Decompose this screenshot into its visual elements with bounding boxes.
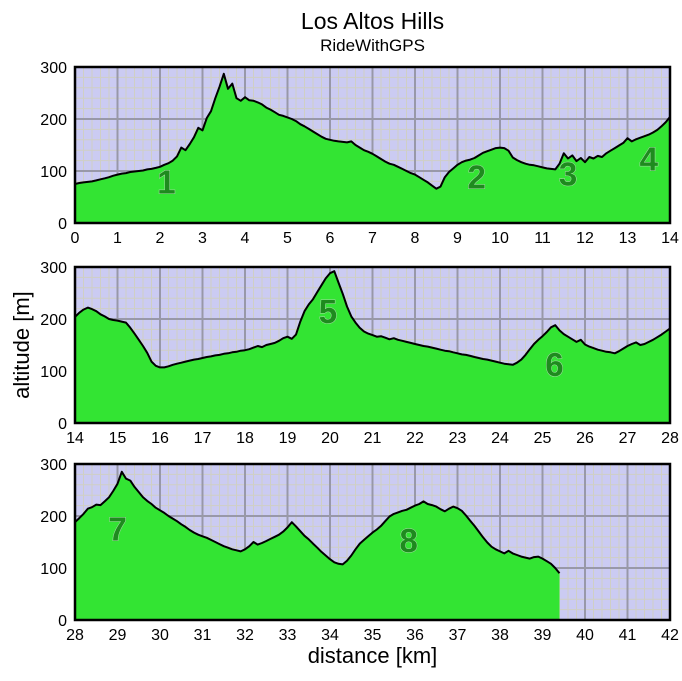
x-tick-label: 23: [449, 430, 467, 447]
x-tick-label: 28: [661, 430, 679, 447]
x-tick-label: 5: [283, 230, 292, 247]
climb-label-7: 7: [108, 510, 126, 547]
y-tick-label: 0: [58, 613, 67, 630]
x-tick-label: 37: [449, 627, 467, 644]
y-tick-label: 100: [40, 364, 67, 381]
x-tick-label: 12: [576, 230, 594, 247]
x-tick-label: 18: [236, 430, 254, 447]
x-tick-label: 38: [491, 627, 509, 644]
x-tick-label: 11: [534, 230, 551, 247]
x-tick-label: 41: [619, 627, 637, 644]
x-tick-label: 6: [326, 230, 335, 247]
x-tick-label: 1: [113, 230, 122, 247]
x-tick-label: 28: [66, 627, 84, 644]
climb-label-1: 1: [157, 163, 175, 200]
x-tick-label: 10: [491, 230, 509, 247]
x-tick-label: 32: [236, 627, 254, 644]
panel-3-frame: [73, 462, 672, 622]
x-tick-label: 31: [194, 627, 212, 644]
y-tick-label: 300: [40, 260, 67, 277]
x-tick-label: 0: [71, 230, 80, 247]
x-tick-label: 24: [491, 430, 509, 447]
y-tick-label: 0: [58, 416, 67, 433]
x-tick-label: 27: [619, 430, 637, 447]
climb-label-6: 6: [545, 346, 563, 383]
x-tick-label: 3: [198, 230, 207, 247]
x-tick-label: 34: [321, 627, 339, 644]
x-tick-label: 22: [406, 430, 424, 447]
y-tick-label: 200: [40, 312, 67, 329]
x-tick-label: 4: [241, 230, 250, 247]
x-tick-label: 21: [364, 430, 382, 447]
y-tick-label: 200: [40, 112, 67, 129]
x-tick-label: 35: [364, 627, 382, 644]
x-tick-label: 16: [151, 430, 169, 447]
x-tick-label: 19: [279, 430, 297, 447]
x-tick-label: 25: [534, 430, 552, 447]
x-tick-label: 42: [661, 627, 679, 644]
x-tick-label: 17: [194, 430, 212, 447]
panel-1-elevation-line: [74, 72, 671, 190]
x-axis-label: distance [km]: [307, 643, 438, 668]
climb-label-5: 5: [319, 293, 337, 330]
panel-2-elevation-area: [75, 271, 670, 423]
panel-3-elevation-line: [74, 470, 561, 574]
x-tick-label: 14: [66, 430, 84, 447]
chart-title: Los Altos Hills: [300, 8, 445, 34]
y-tick-label: 300: [40, 60, 67, 77]
y-tick-label: 300: [40, 457, 67, 474]
x-tick-label: 20: [321, 430, 339, 447]
panel-1-elevation-area: [75, 73, 670, 223]
x-tick-label: 40: [576, 627, 594, 644]
y-tick-label: 0: [58, 216, 67, 233]
x-tick-label: 7: [368, 230, 377, 247]
x-tick-label: 39: [534, 627, 552, 644]
climb-label-3: 3: [559, 156, 577, 193]
y-tick-label: 100: [40, 561, 67, 578]
x-tick-label: 26: [576, 430, 594, 447]
x-tick-label: 14: [661, 230, 679, 247]
panel-2-frame: [73, 265, 672, 425]
x-tick-label: 36: [406, 627, 424, 644]
x-tick-label: 15: [109, 430, 127, 447]
x-tick-label: 29: [109, 627, 127, 644]
panel-2-elevation-line: [74, 270, 671, 369]
climb-label-8: 8: [399, 522, 417, 559]
y-tick-label: 200: [40, 509, 67, 526]
x-tick-label: 8: [411, 230, 420, 247]
panel-1-frame: [73, 65, 672, 225]
climb-label-2: 2: [467, 159, 485, 196]
y-tick-label: 100: [40, 164, 67, 181]
x-tick-label: 9: [453, 230, 462, 247]
x-tick-label: 30: [151, 627, 169, 644]
chart-subtitle: RideWithGPS: [320, 36, 425, 55]
x-tick-label: 2: [156, 230, 165, 247]
climb-label-4: 4: [640, 141, 659, 178]
x-tick-label: 33: [279, 627, 297, 644]
x-tick-label: 13: [619, 230, 637, 247]
